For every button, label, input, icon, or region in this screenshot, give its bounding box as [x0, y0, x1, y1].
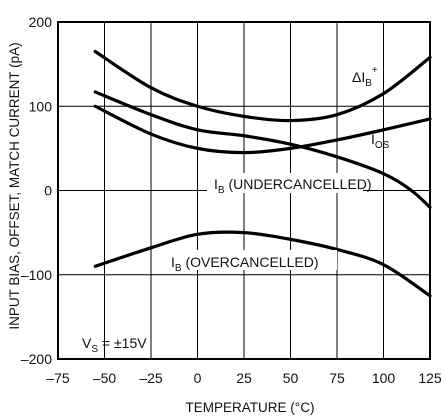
x-tick-label: –25: [139, 370, 163, 386]
label-undercancelled-bg: [207, 173, 363, 193]
label-ios: IOS: [371, 131, 390, 151]
x-tick-label: 75: [329, 370, 345, 386]
series-line-0: [93, 49, 432, 123]
label-delta-ib: ΔIB+: [352, 65, 378, 89]
y-tick-label: 0: [44, 183, 52, 199]
label-overcancelled: IB (OVERCANCELLED): [171, 254, 318, 274]
y-axis-title: INPUT BIAS, OFFSET, MATCH CURRENT (pA): [7, 42, 22, 329]
x-tick-label: –75: [46, 370, 70, 386]
x-tick-label: 125: [418, 370, 442, 386]
label-undercancelled: IB (UNDERCANCELLED): [214, 176, 372, 196]
label-supply-voltage: VS = ±15V: [82, 335, 147, 355]
y-tick-label: 100: [29, 98, 53, 114]
series-group: [93, 49, 432, 298]
series-line-1: [93, 104, 432, 155]
y-tick-label: 200: [29, 14, 53, 30]
plot-frame: [57, 21, 431, 360]
x-tick-label: 0: [194, 370, 202, 386]
x-tick-label: –50: [93, 370, 117, 386]
y-tick-label: –100: [21, 267, 52, 283]
series-line-3: [93, 230, 432, 298]
y-tick-label: –200: [21, 351, 52, 367]
tick-labels: –75 –50 –25 0 25 50 75 100 125 200 100 0 –100 –200: [21, 14, 442, 386]
x-tick-label: 25: [236, 370, 252, 386]
series-line-2: [93, 90, 432, 209]
x-tick-label: 50: [283, 370, 299, 386]
x-tick-label: 100: [372, 370, 396, 386]
x-axis-title: TEMPERATURE (°C): [186, 400, 315, 415]
label-overcancelled-bg: [165, 250, 337, 270]
